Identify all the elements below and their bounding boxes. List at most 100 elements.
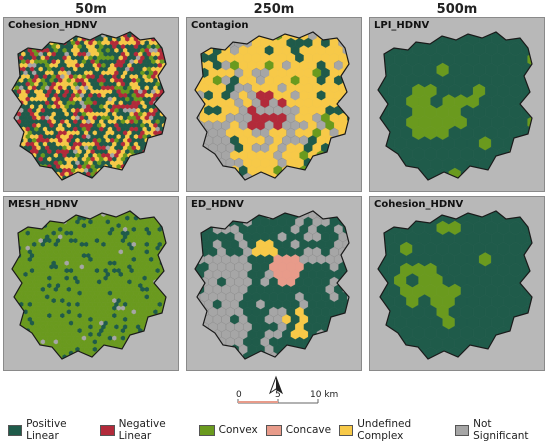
- map-cell-undefined-complex: [4, 108, 6, 113]
- map-cell-convex: [4, 340, 6, 345]
- map-cell-not-significant: [60, 36, 65, 42]
- column-header-250m: 250m: [253, 2, 295, 17]
- map-cell-positive-linear: [166, 63, 170, 68]
- map-cell-convex: [12, 286, 15, 293]
- map-cell-undefined-complex: [217, 37, 227, 49]
- map-cell-positive-linear: [166, 116, 170, 121]
- map-cell-undefined-complex: [44, 32, 50, 39]
- map-cell-convex: [166, 310, 170, 315]
- map-cell-convex: [103, 350, 109, 356]
- map-cell-undefined-complex: [342, 165, 349, 176]
- map-cell-undefined-complex: [312, 157, 322, 169]
- map-cell-convex: [94, 211, 100, 214]
- map-cell-undefined-complex: [140, 183, 144, 188]
- map-cell-positive-linear: [378, 304, 389, 320]
- map-cell-undefined-complex: [164, 141, 166, 147]
- map-cell-positive-linear: [342, 329, 349, 340]
- map-cell-positive-linear: [133, 156, 139, 162]
- map-cell-convex: [166, 325, 170, 330]
- map-cell-undefined-complex: [356, 23, 362, 33]
- map-cell-convex: [161, 354, 166, 359]
- map-cell-convex: [97, 362, 101, 367]
- map-cell-convex: [157, 354, 163, 359]
- map-cell-convex: [12, 350, 18, 356]
- map-cell-negative-linear: [159, 36, 165, 42]
- map-cell-positive-linear: [12, 77, 15, 84]
- map-cell-undefined-complex: [81, 179, 87, 180]
- map-cell-positive-linear: [356, 53, 362, 63]
- map-cell-positive-linear: [317, 360, 326, 370]
- map-cell-convex: [4, 212, 6, 217]
- map-cell-undefined-complex: [352, 181, 361, 191]
- map-cell-positive-linear: [114, 183, 118, 188]
- map-cell-convex: [53, 211, 59, 218]
- map-cell-undefined-complex: [169, 29, 173, 34]
- map-cell-positive-linear: [175, 280, 179, 285]
- map-cell-undefined-complex: [53, 32, 59, 39]
- map-cell-convex: [177, 246, 179, 251]
- map-cell-negative-linear: [171, 33, 175, 38]
- map-cell-convex: [36, 211, 41, 218]
- column-header-50m: 50m: [75, 2, 107, 17]
- map-cell-convex: [21, 171, 26, 177]
- map-cell-convex: [23, 331, 28, 338]
- map-cell-convex: [12, 223, 13, 229]
- map-cell-convex: [31, 160, 37, 166]
- map-cell-positive-linear: [164, 126, 166, 132]
- map-cell-convex: [4, 242, 6, 247]
- map-cell-positive-linear: [155, 32, 161, 35]
- map-cell-convex: [173, 358, 177, 363]
- map-cell-convex: [133, 171, 139, 177]
- map-cell-positive-linear: [12, 152, 15, 159]
- map-cell-not-significant: [19, 40, 24, 46]
- map-cell-undefined-complex: [238, 32, 248, 41]
- map-cell-positive-linear: [491, 357, 504, 359]
- map-cell-positive-linear: [472, 346, 486, 359]
- map-cell-positive-linear: [105, 167, 111, 174]
- map-cell-convex: [173, 291, 177, 296]
- map-cell-convex: [47, 36, 52, 42]
- map-cell-negative-linear: [31, 167, 37, 174]
- map-cell-positive-linear: [381, 32, 395, 46]
- map-cell-undefined-complex: [177, 127, 179, 132]
- map-cell-positive-linear: [4, 332, 6, 337]
- map-cell-positive-linear: [347, 246, 349, 258]
- map-cell-positive-linear: [23, 175, 28, 180]
- map-cell-positive-linear: [12, 134, 18, 140]
- map-cell-convex: [175, 205, 179, 210]
- map-cell-convex: [169, 216, 173, 221]
- map-cell-convex: [4, 291, 8, 296]
- map-cell-undefined-complex: [101, 26, 105, 31]
- map-cell-convex: [12, 234, 15, 240]
- map-cell-positive-linear: [12, 44, 18, 50]
- map-cell-positive-linear: [145, 183, 149, 188]
- map-cell-positive-linear: [44, 354, 50, 359]
- map-cell-negative-linear: [164, 156, 166, 162]
- swatch: [8, 424, 23, 436]
- map-cell-positive-linear: [195, 105, 196, 116]
- map-cell-convex: [157, 324, 163, 330]
- map-cell-convex: [164, 358, 166, 359]
- map-cell-not-significant: [195, 135, 196, 146]
- map-cell-undefined-complex: [347, 142, 349, 154]
- map-cell-not-significant: [171, 168, 175, 173]
- map-cell-undefined-complex: [4, 112, 8, 117]
- map-cell-positive-linear: [540, 316, 545, 330]
- map-cell-convex: [175, 310, 179, 315]
- legend-item-negative-linear: Negative Linear: [100, 418, 190, 442]
- map-cell-convex: [6, 257, 10, 262]
- map-cell-undefined-complex: [356, 68, 362, 78]
- map-cell-positive-linear: [534, 147, 545, 161]
- map-cell-positive-linear: [112, 179, 117, 180]
- map-cell-convex: [175, 340, 179, 345]
- map-cells: [378, 32, 545, 180]
- map-cell-negative-linear: [12, 104, 18, 110]
- map-cell-not-significant: [162, 362, 166, 367]
- map-cell-convex: [161, 167, 166, 174]
- map-cell-positive-linear: [177, 97, 179, 102]
- map-cell-convex: [4, 280, 6, 285]
- map-cell-positive-linear: [4, 276, 8, 281]
- map-cell-positive-linear: [326, 181, 335, 191]
- legend-label: Negative Linear: [118, 418, 166, 442]
- map-cell-convex: [159, 211, 165, 214]
